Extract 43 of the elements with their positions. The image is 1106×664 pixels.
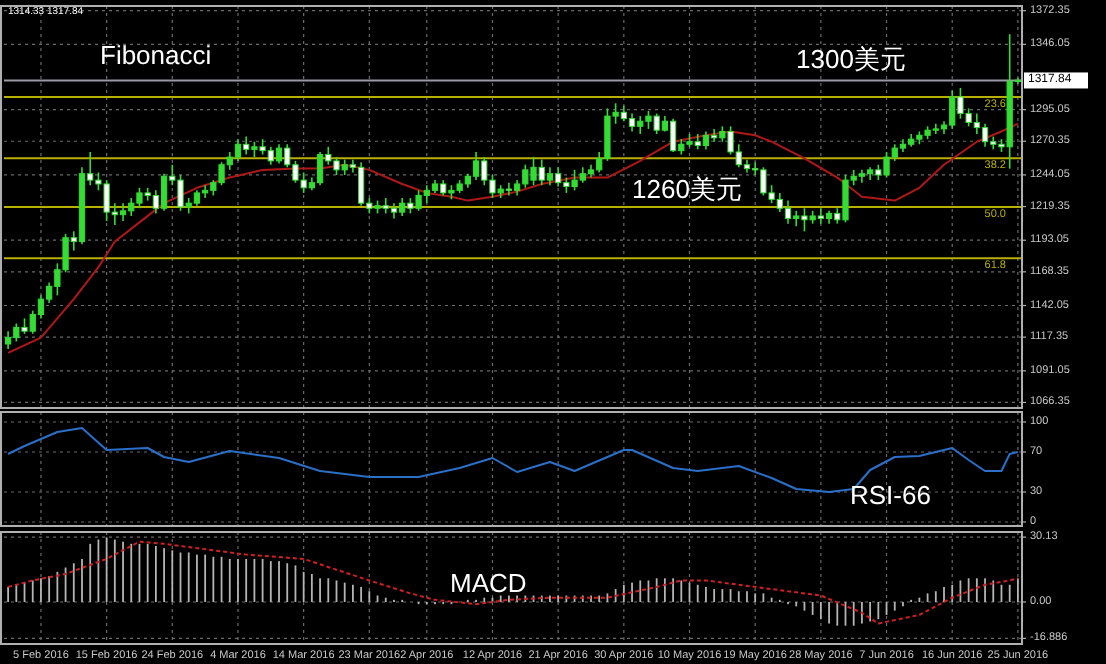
candlestick bbox=[234, 138, 242, 162]
annotation: 1300美元 bbox=[796, 44, 906, 74]
candlestick bbox=[119, 202, 127, 222]
candlestick bbox=[472, 151, 480, 181]
candlestick bbox=[817, 207, 824, 225]
candlestick bbox=[555, 166, 562, 188]
candlestick bbox=[883, 151, 890, 179]
line-series bbox=[7, 540, 1019, 625]
annotation: RSI-66 bbox=[850, 480, 931, 510]
candlestick bbox=[275, 143, 283, 165]
candlestick bbox=[177, 174, 184, 212]
candlestick bbox=[858, 169, 866, 184]
candlestick bbox=[522, 163, 529, 189]
candlestick bbox=[801, 207, 808, 233]
candlestick bbox=[973, 112, 980, 135]
candlestick bbox=[669, 117, 677, 153]
candlestick bbox=[842, 174, 849, 224]
annotation: MACD bbox=[450, 568, 527, 598]
candlestick bbox=[711, 128, 718, 143]
candlestick bbox=[653, 112, 660, 135]
candlestick bbox=[505, 181, 513, 197]
candlestick bbox=[760, 166, 767, 197]
candlestick bbox=[218, 161, 225, 187]
candlestick bbox=[784, 199, 792, 225]
annotation: Fibonacci bbox=[100, 40, 212, 70]
candlestick bbox=[981, 122, 989, 148]
candlestick bbox=[300, 171, 307, 194]
candlestick bbox=[202, 184, 209, 199]
candlestick bbox=[538, 158, 545, 187]
candlestick bbox=[136, 187, 143, 210]
candlestick bbox=[357, 161, 365, 207]
candlestick bbox=[160, 172, 168, 212]
candlestick bbox=[316, 151, 324, 187]
candlestick bbox=[103, 179, 110, 222]
candlestick bbox=[415, 189, 422, 212]
candlestick bbox=[949, 89, 956, 130]
candlestick bbox=[481, 156, 488, 187]
annotation: 1260美元 bbox=[632, 174, 742, 204]
candlestick bbox=[957, 87, 964, 120]
candlestick bbox=[571, 169, 578, 192]
candlestick bbox=[530, 156, 537, 187]
line-series bbox=[7, 122, 1019, 354]
candlestick bbox=[776, 192, 783, 213]
